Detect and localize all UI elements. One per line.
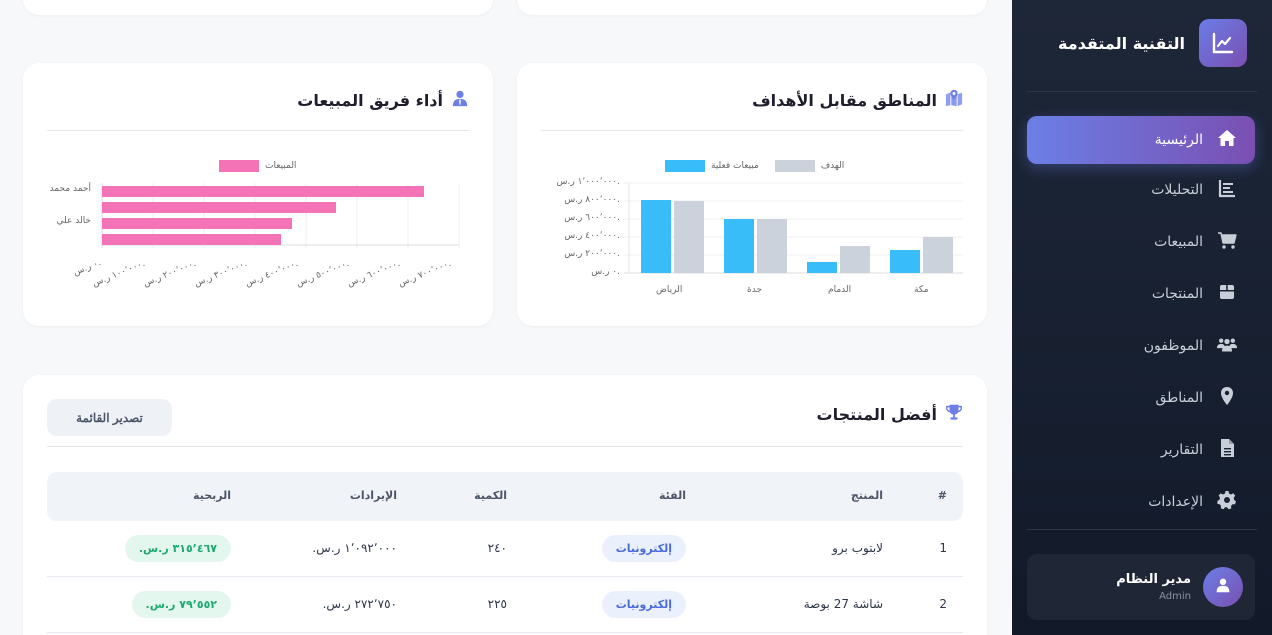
sidebar-item-sales[interactable]: المبيعات	[1027, 218, 1255, 266]
user-profile[interactable]: مدير النظام Admin	[1027, 554, 1255, 620]
profit-badge: ٣١٥٬٤٦٧ ر.س.	[124, 535, 231, 562]
divider	[47, 130, 469, 131]
sales-team-chart	[101, 183, 460, 248]
chart-bar-icon	[1217, 178, 1237, 202]
file-icon	[1217, 438, 1237, 462]
regions-title: المناطق مقابل الأهداف	[752, 89, 963, 111]
th-index: #	[937, 489, 947, 502]
sidebar-item-regions[interactable]: المناطق	[1027, 374, 1255, 422]
trophy-icon	[945, 403, 963, 425]
y-label: أحمد محمد	[49, 184, 91, 194]
sidebar-item-analytics[interactable]: التحليلات	[1027, 166, 1255, 214]
sidebar: التقنية المتقدمة الرئيسية التحليلات المب…	[1012, 0, 1272, 635]
table-header: # المنتج الفئة الكمية الإيرادات الربحية	[47, 472, 963, 521]
sales-team-card: أداء فريق المبيعات المبيعات أحمد محمد خا…	[23, 63, 493, 326]
th-quantity: الكمية	[474, 489, 507, 502]
map-icon	[945, 89, 963, 111]
user-tie-icon	[451, 89, 469, 111]
legend-swatch	[665, 160, 705, 172]
top-card-right	[517, 0, 987, 15]
divider	[1027, 91, 1257, 92]
regions-card: المناطق مقابل الأهداف الهدف مبيعات فعلية	[517, 63, 987, 326]
export-list-button[interactable]: تصدير القائمة	[47, 399, 172, 436]
sidebar-item-home[interactable]: الرئيسية	[1027, 116, 1255, 164]
sidebar-item-employees[interactable]: الموظفون	[1027, 322, 1255, 370]
chart-line-icon	[1199, 19, 1247, 67]
top-card-left	[23, 0, 493, 15]
user-name: مدير النظام	[1116, 572, 1191, 587]
th-product: المنتج	[850, 489, 883, 502]
cart-icon	[1217, 230, 1237, 254]
chart-legend: المبيعات	[219, 160, 296, 172]
chart-legend: الهدف مبيعات فعلية	[665, 160, 844, 172]
table-row[interactable]: 1 لابتوب برو إلكترونيات ٢٤٠ ١٬٠٩٢٬٠٠٠ ر.…	[47, 521, 963, 577]
sidebar-item-reports[interactable]: التقارير	[1027, 426, 1255, 474]
legend-swatch	[774, 160, 815, 172]
table-row[interactable]: 2 شاشة 27 بوصة إلكترونيات ٢٢٥ ٢٧٢٬٧٥٠ ر.…	[47, 577, 963, 633]
user-role: Admin	[1159, 591, 1191, 602]
avatar	[1203, 567, 1243, 607]
th-profit: الربحية	[193, 489, 231, 502]
user-icon	[1215, 577, 1231, 597]
top-products-title: أفضل المنتجات	[817, 403, 963, 425]
th-category: الفئة	[659, 489, 686, 502]
legend-swatch	[219, 160, 259, 172]
brand[interactable]: التقنية المتقدمة	[1058, 19, 1247, 67]
y-label: خالد علي	[56, 216, 91, 226]
divider	[541, 130, 963, 131]
brand-name: التقنية المتقدمة	[1058, 33, 1185, 53]
profit-badge: ٧٩٬٥٥٢ ر.س.	[131, 591, 231, 618]
sales-team-title: أداء فريق المبيعات	[297, 89, 469, 111]
users-icon	[1217, 334, 1237, 358]
category-badge: إلكترونيات	[601, 535, 686, 562]
regions-chart	[624, 182, 963, 274]
box-icon	[1217, 282, 1237, 306]
gear-icon	[1217, 490, 1237, 514]
home-icon	[1217, 128, 1237, 152]
top-products-card: أفضل المنتجات تصدير القائمة # المنتج الف…	[23, 375, 987, 635]
main-content: أداء فريق المبيعات المبيعات أحمد محمد خا…	[23, 0, 987, 635]
th-revenue: الإيرادات	[349, 489, 397, 502]
divider	[1027, 529, 1257, 530]
sidebar-item-settings[interactable]: الإعدادات	[1027, 478, 1255, 526]
category-badge: إلكترونيات	[601, 591, 686, 618]
map-pin-icon	[1217, 386, 1237, 410]
divider	[47, 446, 963, 447]
sidebar-item-products[interactable]: المنتجات	[1027, 270, 1255, 318]
